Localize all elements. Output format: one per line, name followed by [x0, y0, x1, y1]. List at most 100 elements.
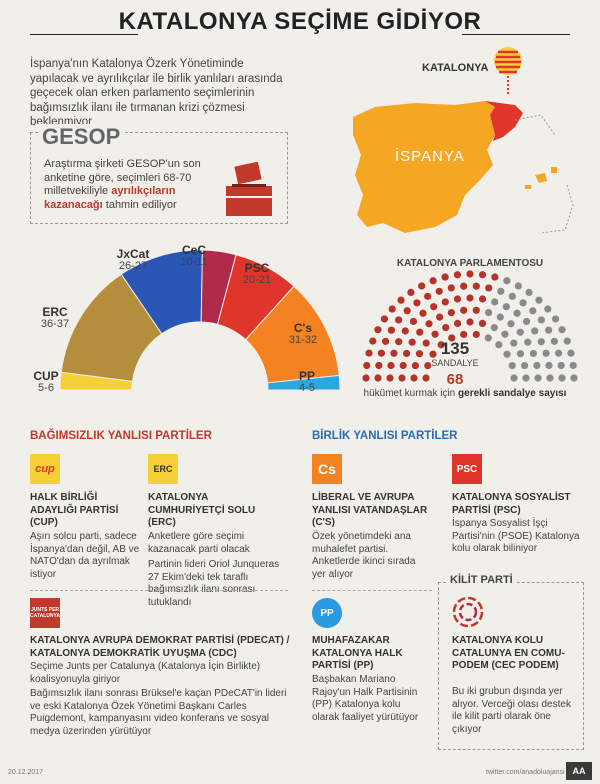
seat-dot [403, 307, 411, 315]
seat-dot [522, 374, 530, 382]
seat-dot [422, 374, 430, 382]
party-tag-cs: C's 31-32 [288, 321, 318, 346]
seat-dot [416, 328, 424, 336]
cs-name: LİBERAL VE AVRUPA YANLISI VATANDAŞLAR (C… [312, 492, 428, 528]
junts-logo: JUNTS PER CATALUNYA [30, 598, 60, 628]
poll-segment-pp [267, 374, 341, 391]
seat-dot [441, 298, 449, 306]
seat-dot [529, 349, 538, 358]
seat-dot [460, 330, 468, 339]
catalonia-shape [485, 101, 523, 141]
seat-dot [460, 306, 468, 314]
seat-dot [563, 337, 571, 345]
seat-dot [516, 350, 525, 358]
gesop-text: Araştırma şirketi GESOP'un son anketine … [44, 158, 209, 212]
seat-dot [448, 334, 456, 342]
erc-desc-1: Anketlere göre seçimi kazanacak parti ol… [148, 531, 250, 555]
seat-dot [437, 341, 445, 349]
seat-dot [422, 339, 430, 347]
seat-dot [558, 326, 566, 334]
seat-dot [508, 362, 516, 370]
seat-dot [377, 349, 386, 357]
balearic-islands [525, 167, 557, 189]
seat-dot [429, 277, 437, 285]
seat-dot [399, 361, 407, 370]
gesop-box [30, 132, 288, 224]
seat-dot [545, 326, 553, 334]
seat-dot [497, 287, 505, 295]
seat-dot [387, 361, 395, 370]
seat-dot [502, 303, 510, 311]
seat-dot [569, 361, 577, 370]
seat-dot [472, 282, 480, 290]
seat-dot [402, 349, 411, 358]
seat-dot [507, 320, 515, 328]
gesop-text-highlight: ayrılıkçıların kazanacağı [44, 185, 176, 211]
party-tag-pp: PP 4-5 [298, 369, 315, 394]
seat-dot [550, 337, 558, 345]
seat-dot [529, 307, 537, 315]
seat-dot [546, 374, 554, 382]
seat-dot [491, 273, 499, 281]
seat-dot [558, 374, 566, 382]
seat-dot [390, 349, 398, 357]
cs-desc: Özek yönetimdeki ana muhalefet partisi. … [312, 531, 416, 580]
title-rule-left [30, 34, 138, 35]
pdecat-name: KATALONYA AVRUPA DEMOKRAT PARTİSİ (PDECA… [30, 635, 290, 659]
seat-dot [503, 350, 511, 358]
seat-dot [495, 341, 503, 349]
cec-podem-logo-icon [452, 596, 484, 628]
seat-dot [557, 361, 565, 370]
seat-dot [545, 361, 553, 370]
seat-dot [374, 374, 382, 382]
seat-dot [374, 326, 382, 334]
seat-dot [466, 294, 474, 302]
seat-dot [478, 295, 487, 303]
footer-twitter: twitter.com/anadoluajansi [486, 769, 565, 776]
seat-dot [491, 298, 499, 306]
seat-dot [447, 284, 455, 292]
seat-dot [514, 282, 522, 290]
seat-dot [478, 319, 487, 328]
pp-desc: Başbakan Mariano Rajoy'un Halk Partisini… [312, 674, 419, 723]
seat-dot [408, 338, 416, 346]
cec-desc: Bu iki grubun dışında yer alıyor. Verceğ… [452, 686, 571, 735]
seat-dot [485, 284, 493, 292]
seat-dot [542, 349, 550, 357]
divider-left [30, 590, 288, 591]
seat-dot [431, 330, 439, 338]
seat-dot [516, 328, 524, 336]
seat-dot [531, 327, 539, 335]
pp-logo: PP [312, 598, 342, 628]
seat-dot [365, 349, 373, 357]
seat-dot [401, 327, 409, 335]
seat-dot [363, 361, 371, 370]
seat-dot [525, 288, 533, 297]
party-tag-psc: PSC 20-21 [242, 261, 272, 286]
key-party-title: KİLİT PARTİ [446, 574, 517, 586]
seat-dot [520, 361, 529, 370]
seat-dot [397, 296, 405, 304]
spain-shape [353, 101, 495, 233]
party-tag-erc: ERC 36-37 [40, 305, 70, 330]
seat-total: 135 [440, 339, 470, 358]
cs-logo: Cs [312, 454, 342, 484]
seat-dot [567, 349, 575, 357]
erc-logo: ERC [148, 454, 178, 484]
seat-note-bold: gerekli sandalye sayısı [458, 388, 567, 399]
psc-logo: PSC [452, 454, 482, 484]
party-tag-cup: CUP 5-6 [33, 369, 59, 394]
cup-desc: Aşırı solcu parti, sadece İspanya'dan de… [30, 531, 140, 580]
party-tag-cec: CeC 10-11 [180, 243, 208, 268]
seat-dot [570, 374, 578, 382]
seat-dot [453, 319, 462, 328]
title-rule-right [462, 34, 570, 35]
page-title: KATALONYA SEÇİME GİDİYOR [118, 8, 482, 35]
seat-dot [537, 338, 545, 346]
seat-dot [380, 315, 389, 323]
gesop-text-1: Araştırma şirketi GESOP'un son anketine … [44, 158, 201, 197]
seat-dot [534, 374, 542, 382]
poll-semicircle [59, 249, 341, 391]
seat-dot [429, 350, 437, 358]
seat-dot [415, 350, 424, 358]
